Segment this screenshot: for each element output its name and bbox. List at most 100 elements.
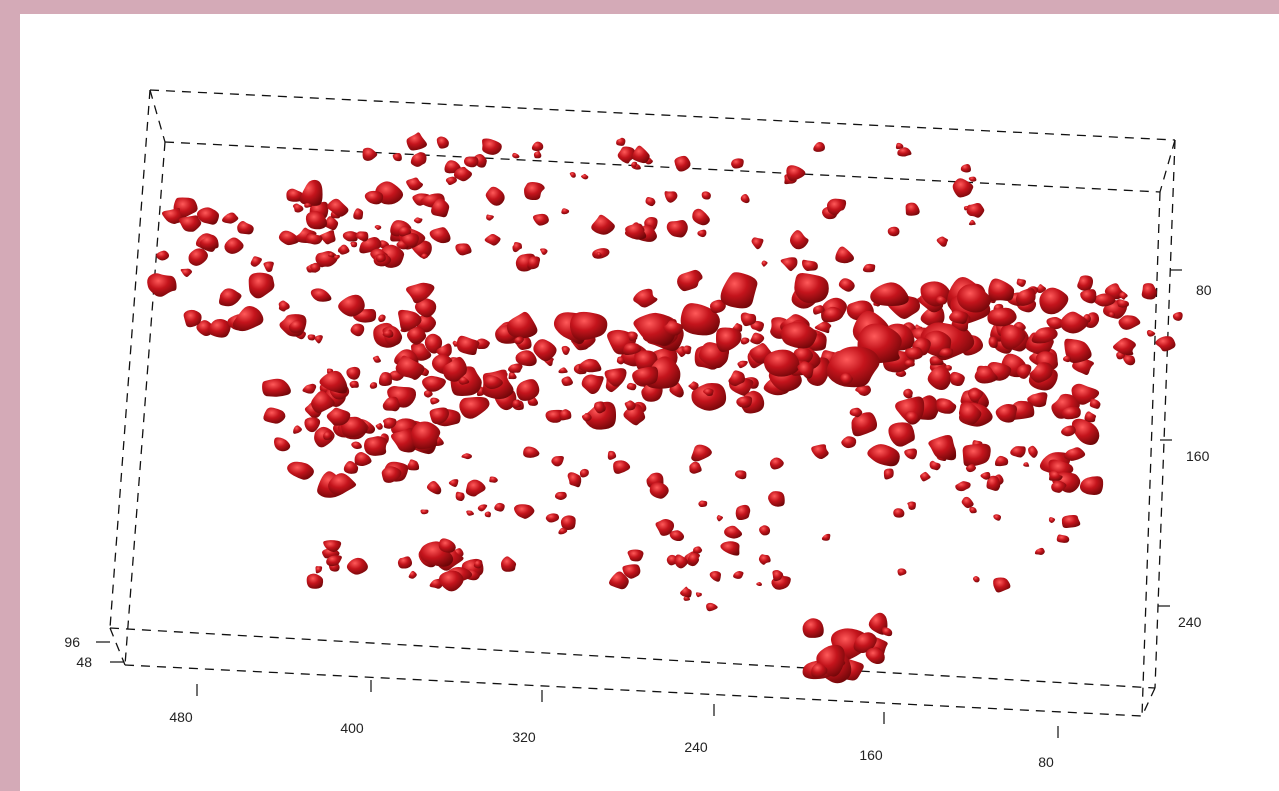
isosurface-blob [448, 479, 459, 487]
box-edge-top-right [1159, 139, 1176, 193]
isosurface-blob [1028, 445, 1038, 458]
isosurface-blob [697, 229, 707, 238]
isosurface-blob [1048, 517, 1056, 523]
isosurface-blob [581, 413, 592, 422]
isosurface-blob [607, 450, 617, 460]
isosurface-blob [811, 444, 829, 460]
isosurface-blob [663, 320, 684, 336]
isosurface-blob [1172, 312, 1183, 321]
isosurface-blob [649, 482, 669, 499]
isosurface-blob [484, 234, 501, 246]
isosurface-blob [622, 564, 641, 579]
isosurface-blob [715, 327, 742, 353]
isosurface-blob [406, 282, 435, 304]
isosurface-blob [178, 215, 202, 232]
isosurface-blob [1029, 362, 1053, 383]
isosurface-blob [401, 232, 419, 248]
isosurface-blob [1061, 406, 1081, 420]
isosurface-blob [262, 378, 291, 397]
isosurface-blob [1064, 338, 1092, 363]
isosurface-blob [680, 586, 692, 598]
isosurface-blob [431, 198, 450, 218]
isosurface-blob [381, 466, 402, 483]
isosurface-blob [968, 219, 976, 226]
isosurface-blob [484, 511, 492, 518]
isosurface-blob [302, 383, 317, 394]
isosurface-blob [813, 141, 825, 152]
isosurface-blob [897, 147, 912, 157]
isosurface-blob [1056, 534, 1070, 543]
isosurface-blob [988, 278, 1015, 302]
isosurface-blob [304, 202, 313, 208]
isosurface-blob [494, 502, 505, 512]
isosurface-blob [382, 329, 394, 338]
isosurface-blob [438, 570, 464, 592]
isosurface-blob [196, 207, 220, 225]
isosurface-blob [232, 306, 264, 332]
isosurface-blob [952, 178, 974, 198]
isosurface-blob [436, 136, 449, 149]
isosurface-blob [579, 468, 589, 478]
isosurface-blob [369, 382, 378, 389]
isosurface-blob [616, 356, 625, 365]
isosurface-blob [790, 230, 809, 250]
box-edge-right-back [1154, 139, 1176, 689]
isosurface-blob [442, 356, 467, 382]
isosurface-blobs [147, 132, 1183, 684]
isosurface-blob [237, 220, 254, 235]
isosurface-blob [988, 336, 998, 349]
isosurface-blob [328, 473, 357, 496]
isosurface-blob [949, 310, 968, 324]
box-edge-top-back [149, 89, 1176, 141]
isosurface-blob [958, 402, 982, 425]
isosurface-blob [1119, 291, 1128, 300]
isosurface-blob [1108, 311, 1116, 318]
isosurface-blob [904, 448, 918, 460]
isosurface-blob [768, 491, 785, 507]
isosurface-blob [887, 226, 900, 237]
isosurface-blob [508, 371, 517, 380]
box-edge-left-back [109, 89, 151, 629]
isosurface-blob [250, 256, 262, 267]
isosurface-blob [1089, 398, 1101, 409]
isosurface-blob [305, 233, 323, 245]
isosurface-blob [634, 350, 658, 371]
isosurface-blob [307, 334, 316, 341]
isosurface-blob [299, 179, 323, 206]
x-axis-tick-label: 240 [684, 739, 708, 755]
isosurface-blob [540, 248, 548, 255]
isosurface-blob [286, 188, 304, 202]
isosurface-blob [355, 231, 369, 242]
isosurface-blob [342, 231, 358, 242]
plot-canvas: 480 400 320 240 160 80 80 160 240 96 48 [64, 89, 1212, 770]
isosurface-blob [1031, 327, 1058, 344]
isosurface-blob [554, 491, 567, 501]
isosurface-blob [756, 582, 763, 587]
isosurface-blob [980, 471, 991, 480]
isosurface-blob [310, 288, 332, 302]
isosurface-blob [374, 225, 382, 230]
x-axis-tick-label: 480 [169, 709, 193, 725]
isosurface-blob [591, 214, 615, 235]
isosurface-blob [1015, 288, 1036, 306]
isosurface-blob [1141, 283, 1157, 300]
isosurface-blob [613, 460, 631, 474]
isosurface-blob [693, 546, 703, 554]
isosurface-blob [338, 294, 365, 317]
isosurface-blob [1077, 275, 1094, 292]
isosurface-blob [1146, 330, 1156, 337]
isosurface-blob [314, 335, 323, 344]
isosurface-blob [466, 510, 474, 516]
isosurface-blob [674, 554, 688, 569]
isosurface-blob [364, 190, 384, 205]
isosurface-blob [689, 461, 702, 474]
box-edge-bottom-left [109, 627, 126, 666]
isosurface-blob [822, 306, 844, 323]
isosurface-blob [512, 242, 523, 253]
isosurface-blob [935, 295, 948, 305]
isosurface-blob [558, 367, 568, 374]
isosurface-blob [531, 141, 544, 152]
isosurface-blob [627, 549, 644, 562]
isosurface-blob [1084, 411, 1097, 423]
isosurface-blob [609, 571, 629, 590]
